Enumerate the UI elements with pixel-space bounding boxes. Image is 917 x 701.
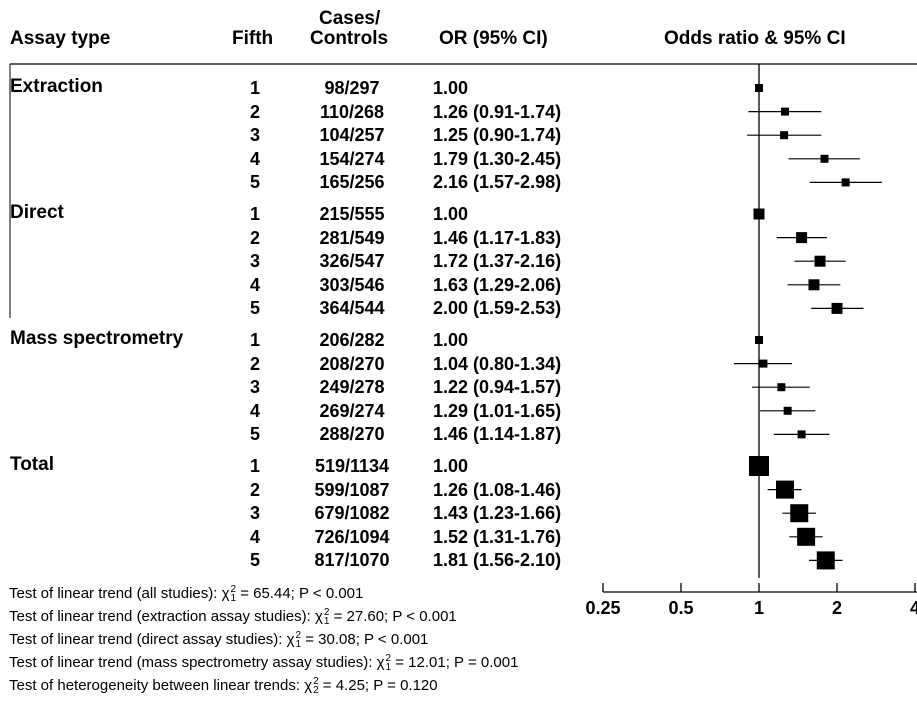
- fifth-cell: 1: [249, 78, 261, 98]
- or-marker: [820, 154, 829, 163]
- fifth-cell: 1: [249, 204, 261, 224]
- cases-controls-cell: 817/1070: [314, 550, 390, 571]
- or-ci-cell: 1.00: [433, 456, 469, 476]
- cases-controls-cell: 98/297: [324, 78, 380, 98]
- footnote-line: Test of linear trend (direct assay studi…: [9, 630, 429, 651]
- or-ci-cell: 2.00 (1.59-2.53): [433, 298, 562, 319]
- or-marker: [781, 107, 790, 116]
- cases-controls-cell: 165/256: [319, 172, 385, 193]
- fifth-cell: 4: [249, 526, 261, 547]
- or-marker: [783, 406, 792, 415]
- fifth-cell: 5: [249, 550, 261, 571]
- or-ci-cell: 1.00: [433, 204, 469, 224]
- fifth-cell: 2: [249, 479, 261, 500]
- x-tick-label: 2: [832, 598, 842, 618]
- or-ci-cell: 1.04 (0.80-1.34): [433, 353, 562, 374]
- footnote-line: Test of linear trend (extraction assay s…: [9, 607, 457, 628]
- group-label: Extraction: [10, 76, 103, 97]
- or-marker: [816, 551, 835, 570]
- x-tick-label: 0.5: [668, 598, 693, 618]
- fifth-cell: 1: [249, 330, 261, 350]
- or-ci-cell: 1.46 (1.14-1.87): [433, 424, 562, 445]
- footnote-line: Test of heterogeneity between linear tre…: [9, 676, 438, 697]
- or-marker: [797, 430, 806, 439]
- or-ci-cell: 1.29 (1.01-1.65): [433, 400, 562, 421]
- or-ci-cell: 1.63 (1.29-2.06): [433, 274, 562, 295]
- or-ci-cell: 1.43 (1.23-1.66): [433, 503, 562, 524]
- or-ci-cell: 2.16 (1.57-2.98): [433, 172, 562, 193]
- or-ci-cell: 1.26 (0.91-1.74): [433, 101, 562, 122]
- fifth-cell: 5: [249, 172, 261, 193]
- x-tick-label: 1: [754, 598, 764, 618]
- or-marker: [797, 527, 816, 546]
- fifth-cell: 3: [249, 377, 261, 398]
- x-tick-label: 0.25: [585, 598, 620, 618]
- or-marker: [841, 178, 850, 187]
- fifth-cell: 4: [249, 148, 261, 169]
- group-label: Total: [10, 454, 54, 475]
- cases-controls-cell: 154/274: [319, 148, 385, 169]
- fifth-cell: 4: [249, 274, 261, 295]
- or-marker: [796, 232, 808, 244]
- cases-controls-cell: 215/555: [319, 204, 385, 224]
- or-ci-cell: 1.00: [433, 330, 469, 350]
- fifth-cell: 4: [249, 400, 261, 421]
- or-marker: [759, 359, 768, 368]
- cases-controls-cell: 110/268: [319, 101, 385, 122]
- cases-controls-cell: 104/257: [319, 125, 385, 146]
- fifth-cell: 2: [249, 101, 261, 122]
- or-ci-cell: 1.22 (0.94-1.57): [433, 377, 562, 398]
- or-ci-cell: 1.72 (1.37-2.16): [433, 251, 562, 272]
- x-tick-label: 4: [910, 598, 917, 618]
- group-label: Direct: [10, 202, 64, 223]
- header-assay-type: Assay type: [10, 28, 111, 49]
- fifth-cell: 3: [249, 503, 261, 524]
- fifth-cell: 5: [249, 298, 261, 319]
- group-label: Mass spectrometry: [10, 328, 184, 349]
- or-ci-cell: 1.26 (1.08-1.46): [433, 479, 562, 500]
- or-marker: [777, 383, 786, 392]
- cases-controls-cell: 288/270: [319, 424, 385, 445]
- fifth-cell: 3: [249, 125, 261, 146]
- cases-controls-cell: 326/547: [319, 251, 385, 272]
- or-marker: [776, 480, 795, 499]
- cases-controls-cell: 364/544: [319, 298, 385, 319]
- cases-controls-cell: 726/1094: [314, 526, 390, 547]
- or-ci-cell: 1.25 (0.90-1.74): [433, 125, 562, 146]
- cases-controls-cell: 269/274: [319, 400, 385, 421]
- or-marker: [831, 302, 843, 314]
- or-marker: [780, 131, 789, 140]
- fifth-cell: 1: [249, 456, 261, 476]
- cases-controls-cell: 208/270: [319, 353, 385, 374]
- cases-controls-cell: 303/546: [319, 274, 385, 295]
- or-ci-cell: 1.52 (1.31-1.76): [433, 526, 562, 547]
- header-or-ci: OR (95% CI): [439, 28, 548, 49]
- or-marker: [790, 504, 809, 523]
- or-ci-cell: 1.79 (1.30-2.45): [433, 148, 562, 169]
- fifth-cell: 2: [249, 227, 261, 248]
- cases-controls-cell: 519/1134: [314, 456, 390, 476]
- cases-controls-cell: 599/1087: [314, 479, 390, 500]
- or-marker: [814, 255, 826, 267]
- cases-controls-cell: 249/278: [319, 377, 385, 398]
- or-marker: [808, 279, 820, 291]
- header-fifth: Fifth: [232, 28, 274, 49]
- header-plot-title: Odds ratio & 95% CI: [664, 28, 846, 49]
- cases-controls-cell: 281/549: [319, 227, 385, 248]
- or-ci-cell: 1.00: [433, 78, 469, 98]
- header-cases-line2: Controls: [310, 28, 389, 49]
- or-ci-cell: 1.81 (1.56-2.10): [433, 550, 562, 571]
- fifth-cell: 3: [249, 251, 261, 272]
- fifth-cell: 5: [249, 424, 261, 445]
- cases-controls-cell: 206/282: [319, 330, 385, 350]
- cases-controls-cell: 679/1082: [314, 503, 390, 524]
- footnote-line: Test of linear trend (mass spectrometry …: [9, 653, 519, 674]
- fifth-cell: 2: [249, 353, 261, 374]
- or-ci-cell: 1.46 (1.17-1.83): [433, 227, 562, 248]
- header-cases-line1: Cases/: [319, 8, 381, 29]
